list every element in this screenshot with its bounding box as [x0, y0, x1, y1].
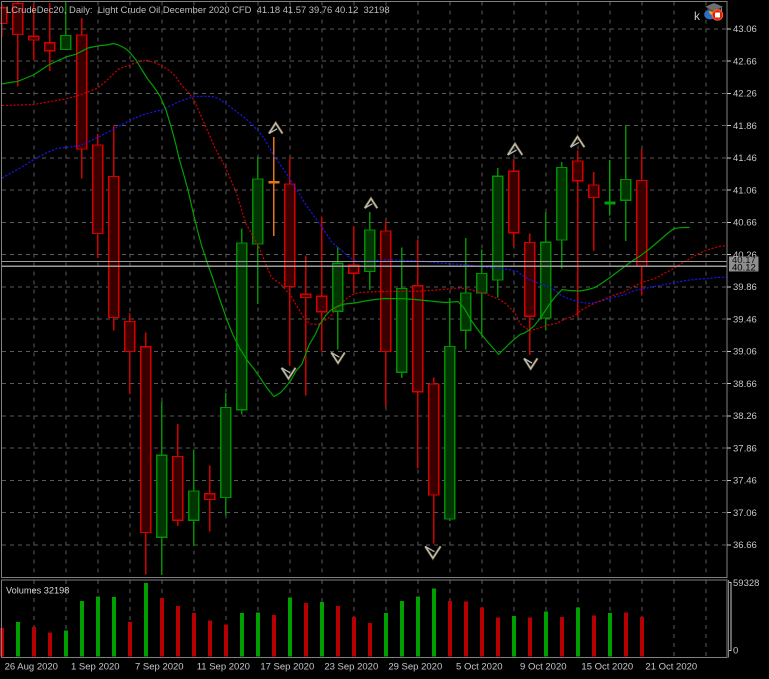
svg-text:36.66: 36.66 — [733, 540, 757, 551]
svg-text:15 Oct 2020: 15 Oct 2020 — [581, 662, 633, 673]
svg-text:7 Sep 2020: 7 Sep 2020 — [135, 662, 184, 673]
svg-text:29 Sep 2020: 29 Sep 2020 — [388, 662, 442, 673]
svg-text:9 Oct 2020: 9 Oct 2020 — [520, 662, 566, 673]
svg-text:41.06: 41.06 — [733, 185, 757, 196]
svg-text:38.26: 38.26 — [733, 411, 757, 422]
svg-text:59328: 59328 — [733, 578, 759, 589]
svg-text:23 Sep 2020: 23 Sep 2020 — [324, 662, 378, 673]
svg-text:39.86: 39.86 — [733, 282, 757, 293]
svg-text:21 Oct 2020: 21 Oct 2020 — [645, 662, 697, 673]
svg-text:40.66: 40.66 — [733, 218, 757, 229]
svg-text:11 Sep 2020: 11 Sep 2020 — [197, 662, 250, 673]
svg-text:41.86: 41.86 — [733, 121, 757, 132]
svg-text:41.46: 41.46 — [733, 153, 757, 164]
svg-text:26 Aug 2020: 26 Aug 2020 — [5, 662, 58, 673]
svg-text:38.66: 38.66 — [733, 379, 757, 390]
svg-text:LCrudeDec20, Daily: Light Cru: LCrudeDec20, Daily: Light Crude Oil Dece… — [6, 4, 390, 15]
svg-text:42.26: 42.26 — [733, 89, 757, 100]
svg-text:Volumes 32198: Volumes 32198 — [6, 586, 69, 596]
svg-text:37.86: 37.86 — [733, 443, 757, 454]
svg-text:39.06: 39.06 — [733, 347, 757, 358]
svg-text:43.06: 43.06 — [733, 24, 757, 35]
svg-text:40.26: 40.26 — [733, 250, 757, 261]
svg-text:5 Oct 2020: 5 Oct 2020 — [456, 662, 502, 673]
svg-text:k: k — [694, 9, 701, 23]
svg-text:17 Sep 2020: 17 Sep 2020 — [260, 662, 314, 673]
svg-text:37.06: 37.06 — [733, 508, 757, 519]
svg-text:40.17: 40.17 — [732, 255, 756, 266]
svg-text:39.46: 39.46 — [733, 314, 757, 325]
svg-text:0: 0 — [733, 646, 738, 657]
svg-text:37.46: 37.46 — [733, 476, 757, 487]
svg-text:42.66: 42.66 — [733, 56, 757, 67]
svg-text:40.12: 40.12 — [732, 263, 756, 274]
svg-text:1 Sep 2020: 1 Sep 2020 — [71, 662, 120, 673]
